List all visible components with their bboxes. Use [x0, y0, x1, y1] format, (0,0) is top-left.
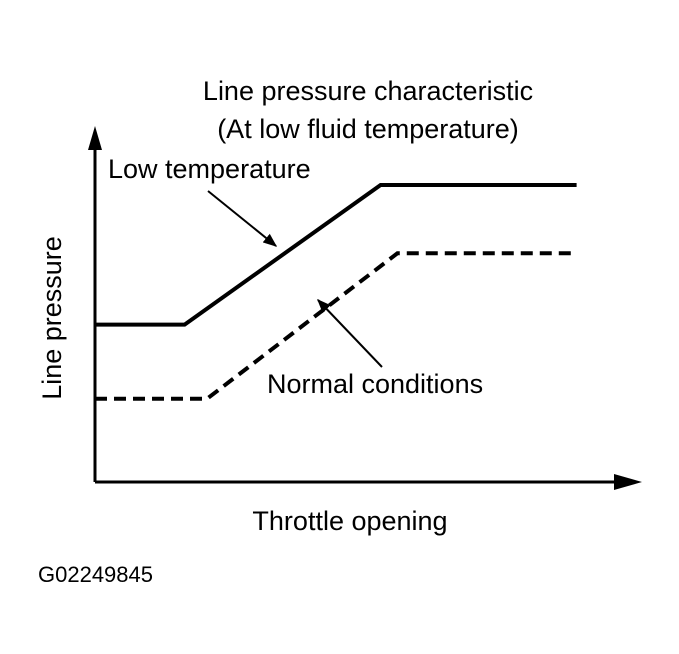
y-axis-label: Line pressure	[37, 236, 67, 400]
chart-subtitle: (At low fluid temperature)	[217, 114, 519, 144]
annotation-normal-conditions: Normal conditions	[267, 369, 483, 399]
figure-id: G02249845	[38, 562, 153, 587]
annotation-low-temperature: Low temperature	[108, 154, 311, 184]
chart-title: Line pressure characteristic	[203, 76, 533, 106]
x-axis-label: Throttle opening	[252, 506, 447, 536]
annotation-arrow-low-temperature	[207, 190, 278, 247]
y-axis-arrow	[88, 126, 102, 150]
series-line-normal-conditions	[95, 251, 577, 401]
series-layer	[95, 183, 577, 401]
series-line-low-temperature	[95, 183, 577, 327]
x-axis-arrow	[614, 474, 642, 490]
annotation-arrow-normal-conditions	[317, 298, 383, 368]
